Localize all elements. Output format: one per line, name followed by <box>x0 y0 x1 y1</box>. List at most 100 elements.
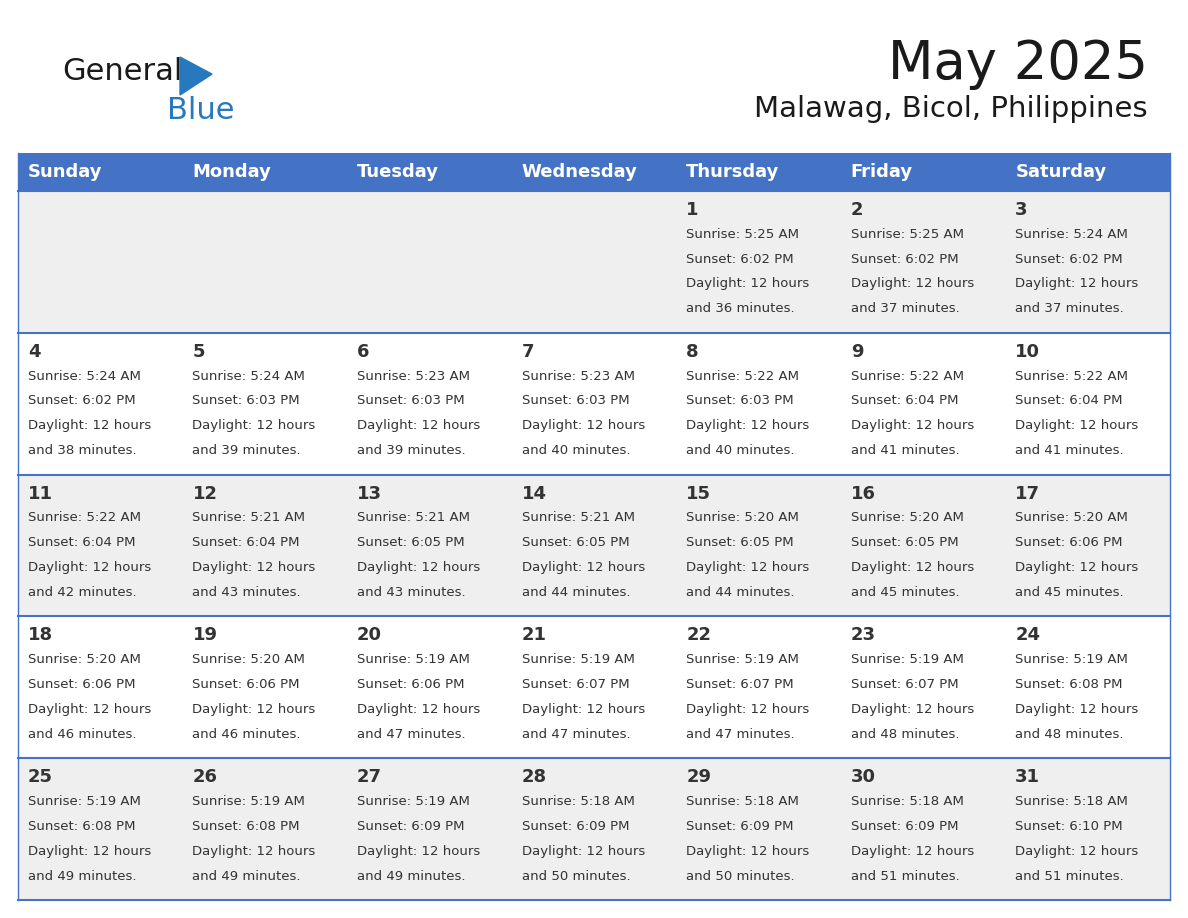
Text: Blue: Blue <box>168 96 234 125</box>
Text: Sunrise: 5:25 AM: Sunrise: 5:25 AM <box>851 228 963 241</box>
Text: Daylight: 12 hours: Daylight: 12 hours <box>358 845 480 857</box>
Text: and 44 minutes.: and 44 minutes. <box>522 586 630 599</box>
Text: Sunrise: 5:20 AM: Sunrise: 5:20 AM <box>851 511 963 524</box>
Text: Sunset: 6:07 PM: Sunset: 6:07 PM <box>687 678 794 691</box>
Text: 11: 11 <box>27 485 53 502</box>
Text: and 38 minutes.: and 38 minutes. <box>27 444 137 457</box>
Text: and 47 minutes.: and 47 minutes. <box>522 728 630 741</box>
Text: Daylight: 12 hours: Daylight: 12 hours <box>687 703 809 716</box>
Text: Sunrise: 5:24 AM: Sunrise: 5:24 AM <box>192 370 305 383</box>
Text: Sunrise: 5:19 AM: Sunrise: 5:19 AM <box>192 795 305 808</box>
Text: and 49 minutes.: and 49 minutes. <box>192 869 301 882</box>
Text: Sunrise: 5:19 AM: Sunrise: 5:19 AM <box>851 654 963 666</box>
Text: and 37 minutes.: and 37 minutes. <box>851 302 960 315</box>
Text: Sunrise: 5:25 AM: Sunrise: 5:25 AM <box>687 228 800 241</box>
Text: Daylight: 12 hours: Daylight: 12 hours <box>687 561 809 574</box>
Text: Daylight: 12 hours: Daylight: 12 hours <box>27 561 151 574</box>
Text: and 45 minutes.: and 45 minutes. <box>1016 586 1124 599</box>
Text: and 50 minutes.: and 50 minutes. <box>687 869 795 882</box>
Text: Sunset: 6:06 PM: Sunset: 6:06 PM <box>358 678 465 691</box>
Text: and 51 minutes.: and 51 minutes. <box>1016 869 1124 882</box>
Text: Sunset: 6:06 PM: Sunset: 6:06 PM <box>192 678 299 691</box>
Text: and 39 minutes.: and 39 minutes. <box>358 444 466 457</box>
Text: 2: 2 <box>851 201 864 218</box>
Text: Friday: Friday <box>851 163 912 181</box>
Text: 19: 19 <box>192 626 217 644</box>
Text: Sunrise: 5:19 AM: Sunrise: 5:19 AM <box>27 795 140 808</box>
Text: Sunset: 6:07 PM: Sunset: 6:07 PM <box>851 678 959 691</box>
Text: and 42 minutes.: and 42 minutes. <box>27 586 137 599</box>
Text: 10: 10 <box>1016 342 1041 361</box>
Text: May 2025: May 2025 <box>887 38 1148 90</box>
Text: Sunrise: 5:18 AM: Sunrise: 5:18 AM <box>1016 795 1129 808</box>
Text: 26: 26 <box>192 768 217 786</box>
Text: 9: 9 <box>851 342 864 361</box>
Text: Sunset: 6:09 PM: Sunset: 6:09 PM <box>522 820 630 833</box>
Text: and 46 minutes.: and 46 minutes. <box>192 728 301 741</box>
Text: 16: 16 <box>851 485 876 502</box>
Text: Daylight: 12 hours: Daylight: 12 hours <box>851 277 974 290</box>
Text: 31: 31 <box>1016 768 1041 786</box>
Text: Sunset: 6:04 PM: Sunset: 6:04 PM <box>27 536 135 549</box>
Text: Sunrise: 5:21 AM: Sunrise: 5:21 AM <box>522 511 634 524</box>
Text: Sunrise: 5:19 AM: Sunrise: 5:19 AM <box>358 795 470 808</box>
Text: Daylight: 12 hours: Daylight: 12 hours <box>1016 561 1138 574</box>
Text: Daylight: 12 hours: Daylight: 12 hours <box>851 561 974 574</box>
Bar <box>18 153 183 191</box>
Text: and 50 minutes.: and 50 minutes. <box>522 869 630 882</box>
Text: 23: 23 <box>851 626 876 644</box>
Text: 18: 18 <box>27 626 53 644</box>
Text: Daylight: 12 hours: Daylight: 12 hours <box>358 561 480 574</box>
Text: Sunrise: 5:23 AM: Sunrise: 5:23 AM <box>358 370 470 383</box>
Text: Sunrise: 5:20 AM: Sunrise: 5:20 AM <box>687 511 800 524</box>
Text: Sunset: 6:06 PM: Sunset: 6:06 PM <box>1016 536 1123 549</box>
Bar <box>512 153 676 191</box>
Text: Sunset: 6:05 PM: Sunset: 6:05 PM <box>358 536 465 549</box>
Text: 4: 4 <box>27 342 40 361</box>
Text: Sunset: 6:04 PM: Sunset: 6:04 PM <box>192 536 299 549</box>
Bar <box>183 153 347 191</box>
Text: 13: 13 <box>358 485 383 502</box>
Text: Daylight: 12 hours: Daylight: 12 hours <box>192 845 316 857</box>
Text: Tuesday: Tuesday <box>358 163 440 181</box>
Text: 28: 28 <box>522 768 546 786</box>
Text: Sunset: 6:08 PM: Sunset: 6:08 PM <box>1016 678 1123 691</box>
Text: and 47 minutes.: and 47 minutes. <box>358 728 466 741</box>
Text: and 41 minutes.: and 41 minutes. <box>1016 444 1124 457</box>
Text: Sunset: 6:03 PM: Sunset: 6:03 PM <box>192 395 301 408</box>
Text: Sunset: 6:02 PM: Sunset: 6:02 PM <box>687 252 794 265</box>
Text: Sunset: 6:03 PM: Sunset: 6:03 PM <box>358 395 465 408</box>
Text: Sunrise: 5:18 AM: Sunrise: 5:18 AM <box>687 795 800 808</box>
Text: Daylight: 12 hours: Daylight: 12 hours <box>1016 703 1138 716</box>
Bar <box>18 475 1170 616</box>
Text: Daylight: 12 hours: Daylight: 12 hours <box>1016 420 1138 432</box>
Text: and 39 minutes.: and 39 minutes. <box>192 444 301 457</box>
Text: Malawag, Bicol, Philippines: Malawag, Bicol, Philippines <box>754 95 1148 123</box>
Text: General: General <box>62 57 183 86</box>
Text: Sunset: 6:10 PM: Sunset: 6:10 PM <box>1016 820 1123 833</box>
Text: Sunrise: 5:22 AM: Sunrise: 5:22 AM <box>851 370 963 383</box>
Bar <box>18 758 1170 900</box>
Text: Sunrise: 5:19 AM: Sunrise: 5:19 AM <box>1016 654 1129 666</box>
Text: Sunset: 6:02 PM: Sunset: 6:02 PM <box>27 395 135 408</box>
Text: Daylight: 12 hours: Daylight: 12 hours <box>687 420 809 432</box>
Text: Sunrise: 5:20 AM: Sunrise: 5:20 AM <box>192 654 305 666</box>
Text: Daylight: 12 hours: Daylight: 12 hours <box>27 420 151 432</box>
Text: Daylight: 12 hours: Daylight: 12 hours <box>192 420 316 432</box>
Text: Daylight: 12 hours: Daylight: 12 hours <box>192 703 316 716</box>
Text: Wednesday: Wednesday <box>522 163 638 181</box>
Text: Sunrise: 5:19 AM: Sunrise: 5:19 AM <box>687 654 800 666</box>
Text: Monday: Monday <box>192 163 271 181</box>
Text: Daylight: 12 hours: Daylight: 12 hours <box>192 561 316 574</box>
Text: 20: 20 <box>358 626 383 644</box>
Text: and 40 minutes.: and 40 minutes. <box>522 444 630 457</box>
Text: Daylight: 12 hours: Daylight: 12 hours <box>522 561 645 574</box>
Text: 24: 24 <box>1016 626 1041 644</box>
Text: Daylight: 12 hours: Daylight: 12 hours <box>687 277 809 290</box>
Text: and 51 minutes.: and 51 minutes. <box>851 869 960 882</box>
Text: 1: 1 <box>687 201 699 218</box>
Bar <box>18 191 1170 333</box>
Text: Sunset: 6:08 PM: Sunset: 6:08 PM <box>27 820 135 833</box>
Text: Sunset: 6:03 PM: Sunset: 6:03 PM <box>522 395 630 408</box>
Text: Sunset: 6:05 PM: Sunset: 6:05 PM <box>851 536 959 549</box>
